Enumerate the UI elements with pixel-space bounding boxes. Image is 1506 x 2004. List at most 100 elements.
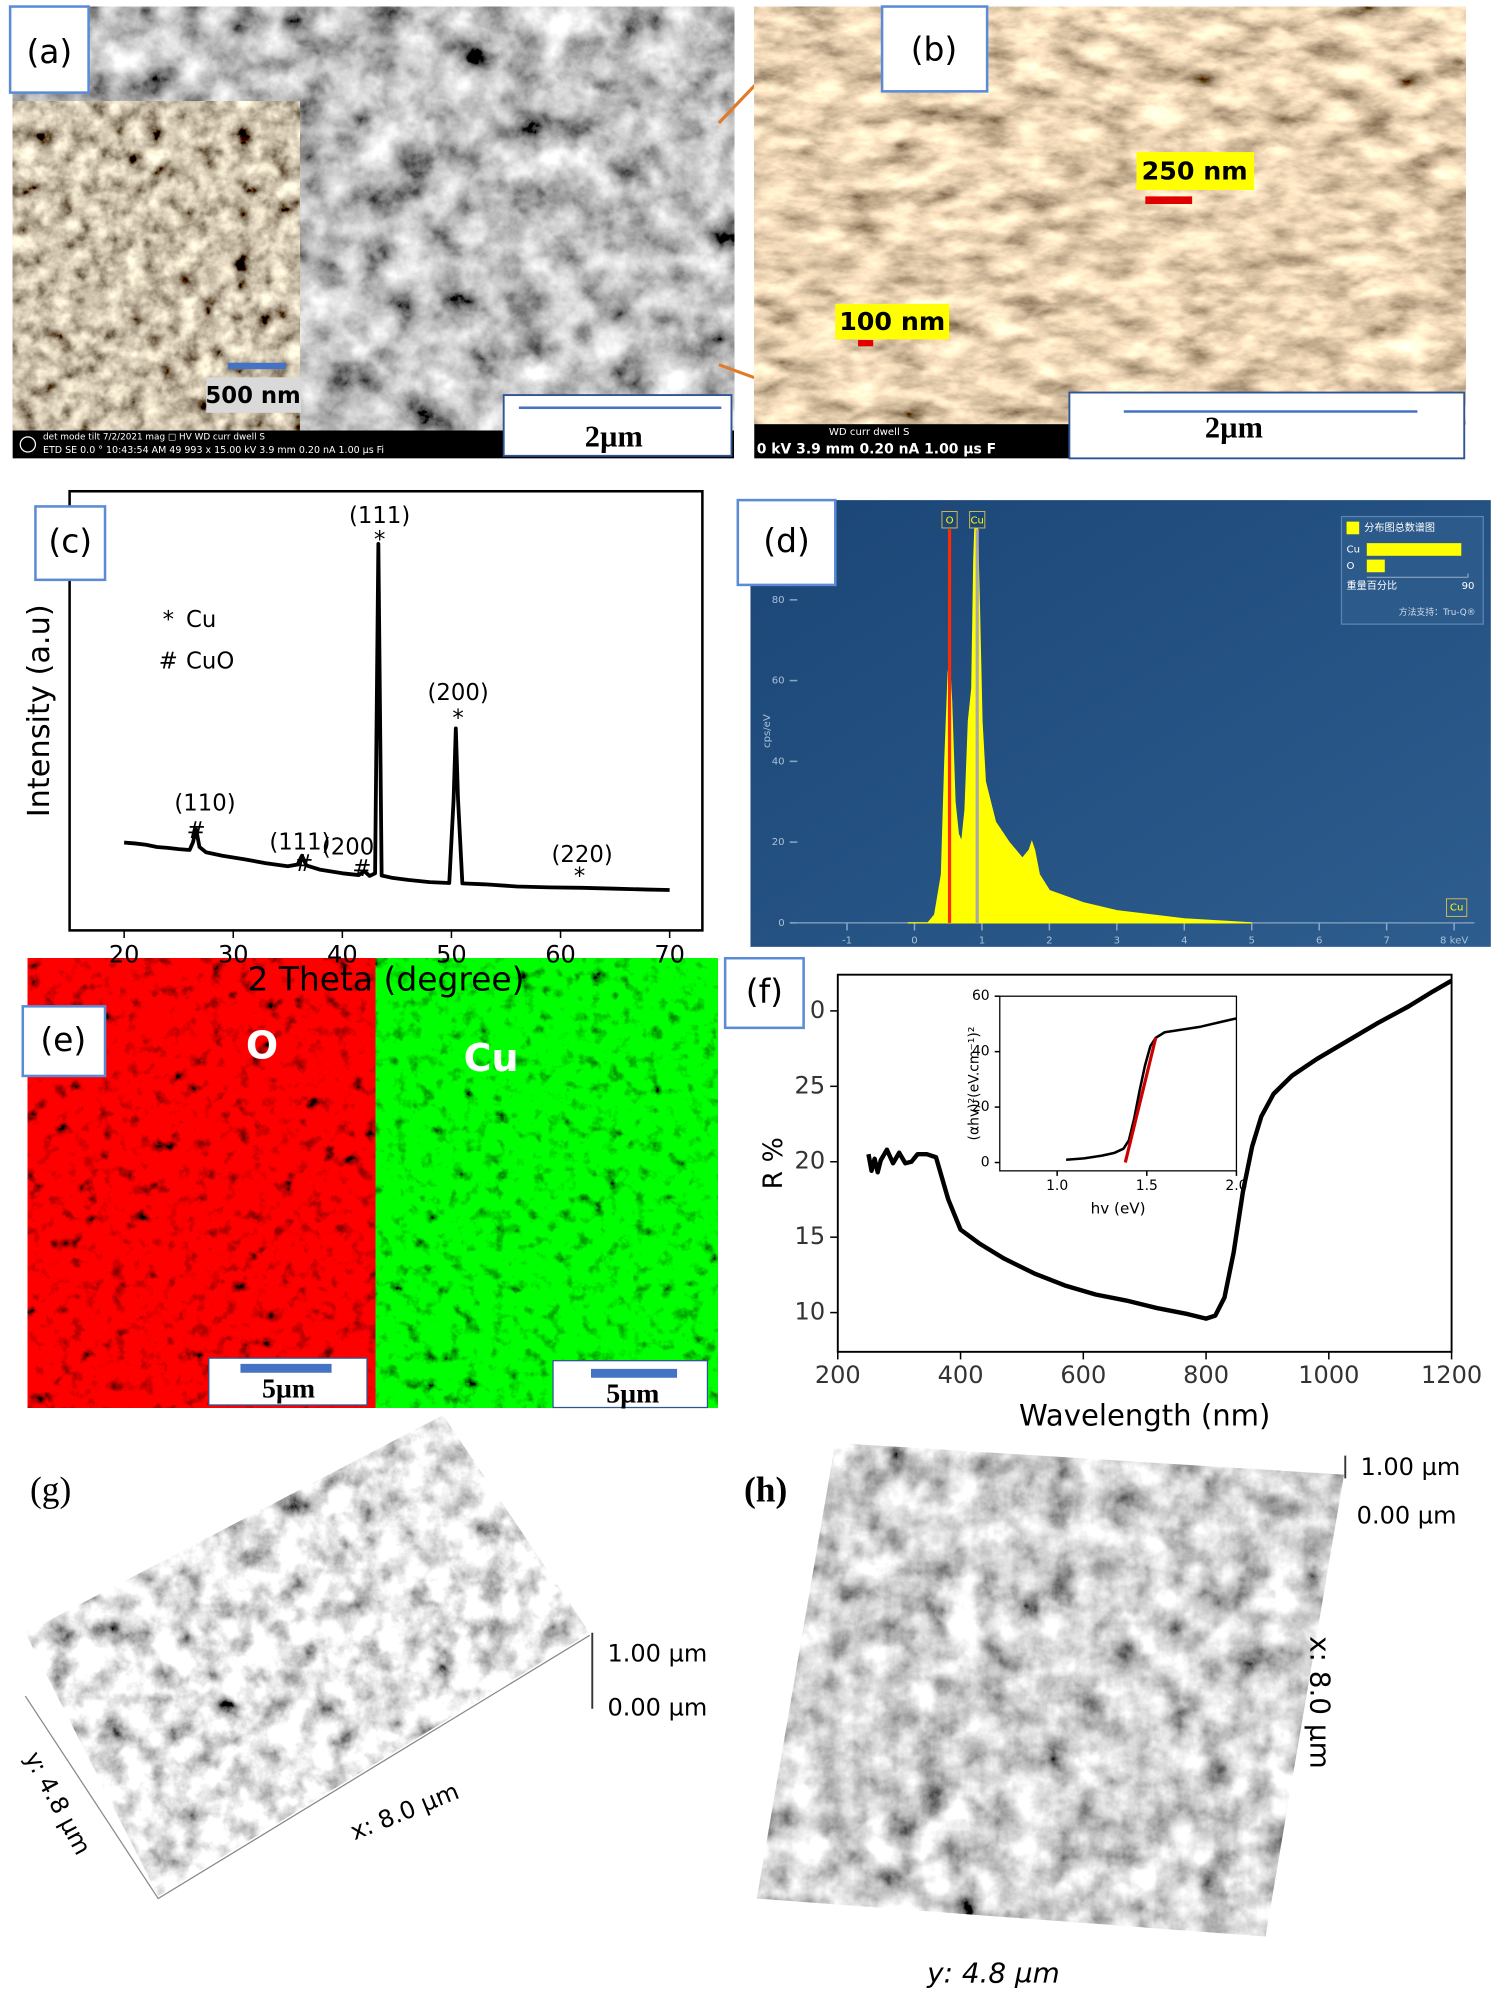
element-map-cu [375, 958, 718, 1408]
x-tick-label: 2.0 [1225, 1178, 1247, 1194]
scale-box [552, 1360, 709, 1409]
y-size-label: y: 4.8 µm [926, 1956, 1060, 1989]
size-text: 100 nm [839, 307, 945, 336]
marker-label: O [946, 515, 954, 526]
marker-box [969, 510, 986, 529]
chart: -1 0 1 2 3 4 5 6 7 8 keV 0 20 40 60 80 cps/eV O Cu Cu 分布图总数… [762, 510, 1484, 947]
info-values: 0 kV 3.9 mm 0.20 nA 1.00 µs F [757, 441, 996, 457]
peak-label: (110) [174, 790, 235, 816]
scale-box [502, 394, 733, 457]
afm-texture [25, 1415, 590, 1897]
x-tick-label: 3 [1114, 936, 1120, 947]
x-tick-label: -1 [842, 936, 852, 947]
x-axis-label: 2 Theta (degree) [247, 960, 524, 999]
afm-surface [756, 1442, 1345, 1937]
x-tick-label: 800 [1183, 1361, 1229, 1389]
x-tick-label: 1 [979, 936, 985, 947]
panel-label: (d) [763, 521, 810, 560]
scale-text: 500 nm [205, 383, 300, 409]
sem-inset [12, 101, 300, 431]
y-tick-label: 20 [772, 837, 785, 848]
x-tick-label: 2 [1046, 936, 1052, 947]
legend-symbol: # [159, 649, 178, 675]
chart: 200 400 600 800 1000 1200101520250Wavelength … [758, 973, 1482, 1433]
x-tick-label: 50 [436, 941, 467, 969]
bar-tick-label: 90 [1462, 581, 1475, 592]
label-box [21, 1005, 107, 1078]
map-label: O [246, 1024, 278, 1068]
y-tick-label: 20 [972, 1099, 990, 1115]
panel-h: (h) 1.00 µm 0.00 µm x: 8.0 µm y: 4.8 µm [744, 1442, 1460, 1989]
legend-box [1340, 515, 1484, 625]
peak-symbol: # [352, 856, 371, 882]
x-tick-label: 1200 [1421, 1361, 1482, 1389]
x-tick-label: 40 [327, 941, 358, 969]
x-tick-label: 4 [1181, 936, 1187, 947]
panel-label: (h) [744, 1470, 787, 1510]
sem-image [754, 6, 1466, 425]
z-label: 1.00 µm [1360, 1453, 1460, 1481]
legend-label: Cu [186, 607, 216, 633]
plot-frame [836, 973, 1453, 1353]
y-tick-label: 25 [795, 1071, 826, 1099]
fit-line [1123, 1037, 1158, 1163]
y-tick-label: 15 [795, 1222, 826, 1250]
scale-text: 2µm [585, 419, 643, 453]
bar [1366, 559, 1385, 573]
afm-frame [24, 1634, 591, 1900]
data-line [866, 978, 1453, 1321]
info-bar [754, 424, 1071, 459]
peak-label: (200 [322, 835, 374, 861]
legend-title: 分布图总数谱图 [1364, 521, 1435, 534]
y-tick-label: 0 [810, 996, 825, 1024]
scale-text: 5µm [606, 1379, 659, 1410]
chart: 1.0 1.5 2.0 0 20 40 60 hv (eV) (αhv)²(eV.cm⁻¹)² [966, 988, 1247, 1217]
info-header: WD curr dwell S [829, 427, 909, 438]
x-tick-label: 5 [1249, 936, 1255, 947]
footnote: 方法支持：Tru-Q® [1399, 606, 1476, 618]
x-tick-label: 6 [1316, 936, 1322, 947]
z-label: 0.00 µm [607, 1694, 707, 1722]
peak-label: (111) [269, 830, 330, 856]
legend-symbol: * [163, 607, 174, 633]
data-line [123, 542, 670, 892]
panel-b: WD curr dwell S 0 kV 3.9 mm 0.20 nA 1.00… [754, 5, 1466, 460]
panel-a: det mode tilt 7/2/2021 mag □ HV WD curr … [8, 5, 823, 459]
y-tick-label: 20 [795, 1147, 826, 1175]
data-line [1066, 1017, 1237, 1162]
bar-axis-label: 重量百分比 [1347, 579, 1398, 592]
label-box [736, 498, 837, 587]
icon [19, 436, 37, 453]
peak-symbol: # [187, 818, 206, 844]
peak-symbol: # [294, 851, 313, 877]
label-box [8, 5, 90, 94]
panel-label: (b) [911, 29, 958, 68]
peak-symbol: * [574, 864, 585, 890]
panel-g: (g) 1.00 µm 0.00 µm y: 4.8 µm x: 8.0 µm [19, 1415, 707, 1900]
y-tick-label: 40 [772, 756, 785, 767]
x-tick-label: 20 [109, 941, 140, 969]
peak-label: (220) [552, 842, 613, 868]
peak-label: (111) [349, 503, 410, 529]
panel-label: (a) [26, 32, 72, 71]
scale-text: 2µm [1205, 410, 1263, 444]
y-axis-label: cps/eV [762, 714, 773, 748]
peak-label: (200) [428, 680, 489, 706]
y-tick-label: 40 [972, 1044, 990, 1060]
afm-surface [25, 1415, 590, 1897]
size-box [835, 303, 950, 340]
scale-text: 5µm [262, 1373, 315, 1404]
y-tick-label: 0 [981, 1155, 990, 1171]
x-size-label: x: 8.0 µm [1304, 1636, 1337, 1769]
scale-box [206, 377, 302, 413]
bar [1366, 543, 1462, 556]
plot-frame [68, 489, 704, 932]
plot-frame [999, 995, 1238, 1172]
x-tick-label: 30 [218, 941, 249, 969]
panel-label: (c) [48, 522, 92, 561]
corner-label: Cu [1450, 903, 1463, 914]
panel-label: (e) [40, 1020, 86, 1059]
y-axis-label: R % [758, 1137, 789, 1189]
